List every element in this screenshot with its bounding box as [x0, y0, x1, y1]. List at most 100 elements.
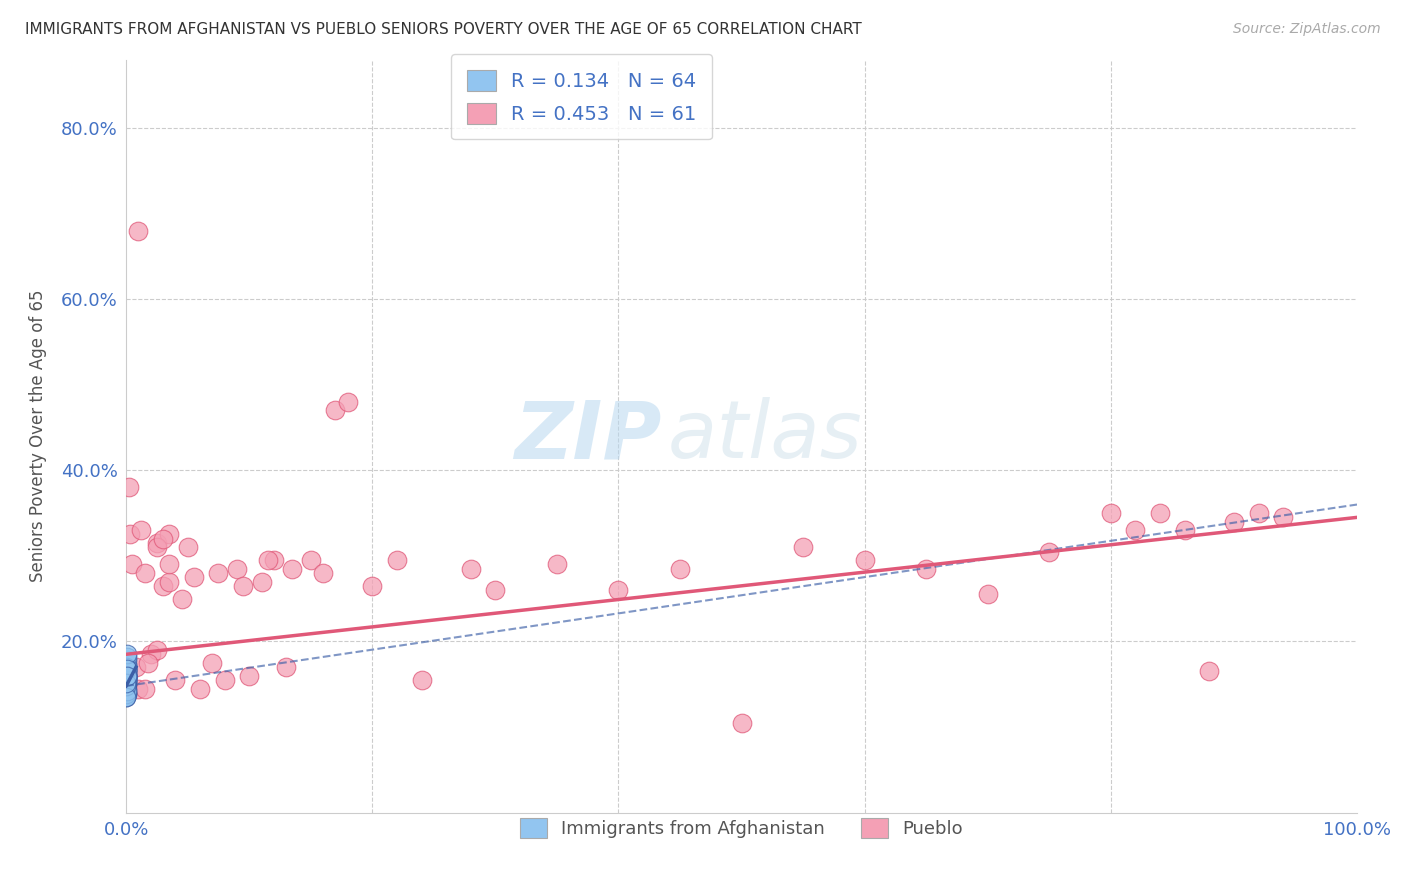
Point — [207, 566, 229, 580]
Point — [281, 562, 304, 576]
Point — [607, 583, 630, 598]
Point — [115, 665, 138, 679]
Point — [157, 527, 180, 541]
Point — [1198, 665, 1220, 679]
Point — [1149, 506, 1171, 520]
Point — [115, 660, 138, 674]
Point — [115, 681, 138, 696]
Point — [136, 656, 159, 670]
Point — [115, 667, 138, 681]
Point — [115, 675, 138, 690]
Point — [117, 480, 139, 494]
Point — [115, 665, 138, 679]
Point — [232, 579, 254, 593]
Point — [115, 683, 138, 698]
Point — [170, 591, 193, 606]
Point — [115, 689, 138, 703]
Point — [263, 553, 285, 567]
Point — [115, 681, 138, 696]
Point — [115, 673, 138, 687]
Point — [115, 684, 138, 698]
Point — [165, 673, 187, 687]
Point — [115, 688, 138, 702]
Point — [115, 679, 138, 693]
Point — [276, 660, 298, 674]
Point — [1223, 515, 1246, 529]
Point — [1038, 544, 1060, 558]
Point — [115, 686, 138, 700]
Point — [152, 579, 174, 593]
Point — [134, 681, 156, 696]
Point — [115, 673, 138, 687]
Point — [127, 681, 149, 696]
Point — [115, 658, 138, 673]
Point — [115, 668, 138, 682]
Point — [115, 662, 138, 676]
Point — [157, 574, 180, 589]
Legend: Immigrants from Afghanistan, Pueblo: Immigrants from Afghanistan, Pueblo — [513, 811, 970, 845]
Point — [201, 656, 224, 670]
Point — [915, 562, 938, 576]
Point — [1174, 523, 1197, 537]
Point — [730, 715, 752, 730]
Point — [115, 668, 138, 682]
Point — [977, 587, 1000, 601]
Point — [115, 653, 138, 667]
Point — [115, 668, 138, 682]
Point — [115, 675, 138, 690]
Point — [299, 553, 322, 567]
Point — [115, 670, 138, 684]
Point — [115, 647, 138, 661]
Point — [176, 541, 198, 555]
Point — [460, 562, 482, 576]
Text: atlas: atlas — [668, 397, 862, 475]
Point — [1272, 510, 1295, 524]
Point — [115, 679, 138, 693]
Text: IMMIGRANTS FROM AFGHANISTAN VS PUEBLO SENIORS POVERTY OVER THE AGE OF 65 CORRELA: IMMIGRANTS FROM AFGHANISTAN VS PUEBLO SE… — [25, 22, 862, 37]
Point — [1099, 506, 1122, 520]
Point — [134, 566, 156, 580]
Point — [115, 686, 138, 700]
Point — [115, 658, 138, 673]
Point — [115, 679, 138, 693]
Point — [115, 673, 138, 687]
Point — [188, 681, 211, 696]
Point — [250, 574, 273, 589]
Point — [115, 679, 138, 693]
Point — [325, 403, 347, 417]
Point — [115, 675, 138, 690]
Point — [115, 688, 138, 702]
Point — [115, 673, 138, 687]
Y-axis label: Seniors Poverty Over the Age of 65: Seniors Poverty Over the Age of 65 — [30, 290, 46, 582]
Point — [115, 677, 138, 691]
Point — [121, 558, 143, 572]
Point — [1247, 506, 1270, 520]
Point — [115, 679, 138, 693]
Point — [115, 688, 138, 702]
Point — [115, 677, 138, 691]
Point — [1125, 523, 1147, 537]
Point — [129, 523, 152, 537]
Point — [546, 558, 568, 572]
Point — [115, 677, 138, 691]
Point — [669, 562, 692, 576]
Point — [115, 690, 138, 704]
Point — [183, 570, 205, 584]
Point — [115, 674, 138, 689]
Point — [115, 666, 138, 681]
Point — [115, 677, 138, 691]
Point — [115, 673, 138, 687]
Point — [792, 541, 814, 555]
Point — [853, 553, 876, 567]
Point — [118, 527, 141, 541]
Point — [125, 660, 148, 674]
Point — [115, 667, 138, 681]
Point — [115, 668, 138, 682]
Point — [115, 690, 138, 704]
Point — [115, 673, 138, 687]
Point — [115, 662, 138, 676]
Point — [146, 643, 169, 657]
Point — [115, 670, 138, 684]
Point — [115, 682, 138, 697]
Point — [115, 662, 138, 676]
